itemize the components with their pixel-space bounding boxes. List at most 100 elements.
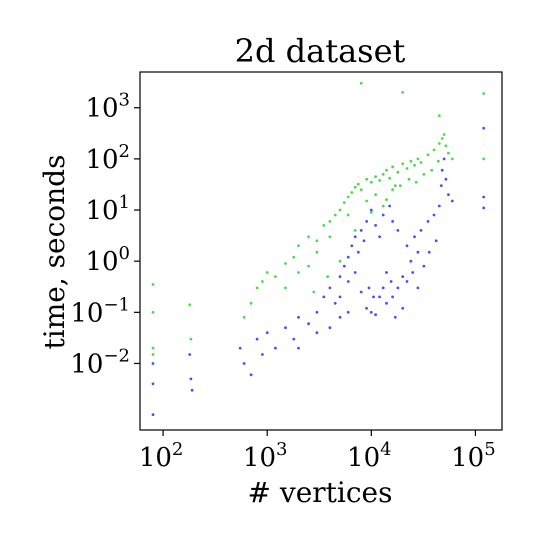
data-point xyxy=(297,315,300,319)
y-axis-ticks: 10−2 10−1 100 101 102 103 xyxy=(70,90,140,379)
data-point xyxy=(450,199,454,203)
data-point xyxy=(409,159,413,163)
data-point xyxy=(447,151,450,155)
data-point xyxy=(388,176,391,180)
plot-frame xyxy=(139,71,503,431)
data-point xyxy=(450,157,454,161)
data-point xyxy=(328,220,332,223)
data-point xyxy=(189,337,193,341)
data-point xyxy=(151,346,155,350)
data-point xyxy=(353,271,357,274)
y-tick-label: 10−1 xyxy=(70,294,130,328)
data-point xyxy=(388,204,391,208)
data-point xyxy=(353,235,357,239)
data-point xyxy=(378,235,381,239)
data-point xyxy=(372,295,375,299)
data-point xyxy=(413,163,416,167)
data-point xyxy=(365,220,368,223)
data-point xyxy=(338,315,342,319)
data-point xyxy=(385,271,388,274)
data-point xyxy=(436,159,440,163)
data-point xyxy=(381,286,385,290)
data-point xyxy=(434,239,438,243)
data-point xyxy=(346,195,350,199)
data-point xyxy=(378,179,381,182)
data-point xyxy=(482,157,486,161)
data-point xyxy=(442,133,446,136)
data-point xyxy=(151,310,155,314)
data-point xyxy=(414,180,418,184)
points-layer xyxy=(151,81,486,416)
data-point xyxy=(437,142,441,145)
data-point xyxy=(396,170,400,174)
data-point xyxy=(353,229,357,232)
data-point xyxy=(405,167,409,170)
data-point xyxy=(359,229,363,232)
data-point xyxy=(411,271,415,274)
y-tick-label: 102 xyxy=(85,141,130,175)
data-point xyxy=(292,337,296,341)
data-point xyxy=(328,286,332,290)
data-point xyxy=(333,301,337,305)
data-point xyxy=(338,295,342,299)
data-point xyxy=(482,206,486,210)
data-point xyxy=(338,208,342,212)
data-point xyxy=(427,250,431,254)
data-point xyxy=(312,290,316,294)
x-tick-label: 102 xyxy=(139,439,184,473)
data-point xyxy=(265,271,269,274)
data-point xyxy=(369,180,373,184)
data-point xyxy=(338,259,342,263)
data-point xyxy=(396,229,400,232)
data-point xyxy=(381,172,385,176)
data-point xyxy=(385,168,388,172)
data-point xyxy=(398,184,402,188)
data-point xyxy=(326,275,329,278)
data-point xyxy=(385,198,388,202)
data-point xyxy=(284,286,287,290)
x-tick-label: 104 xyxy=(347,439,392,473)
data-point xyxy=(356,250,360,254)
data-point xyxy=(409,259,413,263)
data-point xyxy=(346,255,350,259)
data-point xyxy=(249,373,253,377)
data-point xyxy=(381,213,385,217)
data-point xyxy=(401,275,405,278)
data-point xyxy=(342,264,346,268)
data-point xyxy=(391,188,394,192)
data-point xyxy=(374,224,377,227)
data-point xyxy=(374,175,377,179)
data-point xyxy=(353,185,357,189)
data-point xyxy=(396,286,400,290)
data-point xyxy=(151,413,155,416)
data-point xyxy=(419,161,423,164)
data-point xyxy=(151,353,155,356)
data-point xyxy=(359,188,363,192)
data-point xyxy=(238,346,242,350)
data-point xyxy=(151,362,155,365)
data-point xyxy=(307,235,310,239)
data-point xyxy=(315,331,319,335)
y-tick-label: 10−2 xyxy=(70,345,130,379)
data-point xyxy=(369,211,373,214)
data-point xyxy=(322,224,326,227)
data-point xyxy=(401,306,405,310)
data-point xyxy=(432,148,436,152)
data-point xyxy=(405,280,409,283)
data-point xyxy=(188,303,192,307)
data-point xyxy=(297,271,300,274)
y-axis-label: time, seconds xyxy=(38,155,71,350)
data-point xyxy=(328,326,332,330)
data-point xyxy=(413,235,416,239)
data-point xyxy=(440,168,444,172)
plot-area xyxy=(139,71,503,431)
y-tick-label: 100 xyxy=(85,243,130,277)
data-point xyxy=(261,353,264,356)
data-point xyxy=(426,220,430,223)
data-point xyxy=(359,81,363,85)
data-point xyxy=(381,204,385,208)
data-point xyxy=(315,239,319,243)
data-point xyxy=(274,275,277,278)
x-tick-label: 105 xyxy=(451,439,496,473)
